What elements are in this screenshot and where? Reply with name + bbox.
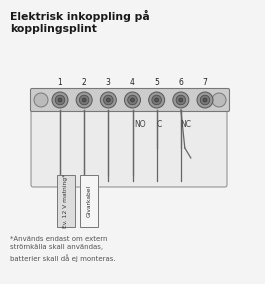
FancyBboxPatch shape — [31, 107, 227, 187]
Circle shape — [203, 98, 207, 102]
Circle shape — [173, 92, 189, 108]
FancyBboxPatch shape — [30, 89, 229, 112]
Circle shape — [155, 98, 159, 102]
Text: NO: NO — [135, 120, 146, 129]
Text: 5: 5 — [154, 78, 159, 87]
Text: 4: 4 — [130, 78, 135, 87]
Text: 2: 2 — [82, 78, 87, 87]
Circle shape — [212, 93, 226, 107]
Circle shape — [55, 95, 65, 105]
Circle shape — [128, 95, 137, 105]
Circle shape — [58, 98, 62, 102]
Circle shape — [100, 92, 116, 108]
Text: Elektrisk inkoppling på: Elektrisk inkoppling på — [10, 10, 150, 22]
Circle shape — [82, 98, 86, 102]
Circle shape — [125, 92, 140, 108]
Text: *Används endast om extern
strömkälla skall användas,
batterier skall då ej monte: *Används endast om extern strömkälla ska… — [10, 236, 116, 262]
Circle shape — [130, 98, 135, 102]
Text: 6: 6 — [178, 78, 183, 87]
Text: Givarkabel: Givarkabel — [86, 185, 91, 217]
Circle shape — [52, 92, 68, 108]
Circle shape — [104, 95, 113, 105]
Text: 7: 7 — [202, 78, 207, 87]
Text: 3: 3 — [106, 78, 111, 87]
Text: NC: NC — [180, 120, 191, 129]
Circle shape — [79, 95, 89, 105]
Circle shape — [106, 98, 110, 102]
Text: C: C — [157, 120, 162, 129]
Bar — [80, 175, 98, 227]
Circle shape — [197, 92, 213, 108]
Circle shape — [152, 95, 161, 105]
Circle shape — [76, 92, 92, 108]
Text: 1: 1 — [58, 78, 62, 87]
Text: Ev. 12 V matning*: Ev. 12 V matning* — [64, 174, 68, 228]
Text: kopplingsplint: kopplingsplint — [10, 24, 97, 34]
Bar — [57, 175, 75, 227]
Circle shape — [200, 95, 210, 105]
Circle shape — [176, 95, 186, 105]
Circle shape — [179, 98, 183, 102]
Circle shape — [149, 92, 165, 108]
Circle shape — [34, 93, 48, 107]
